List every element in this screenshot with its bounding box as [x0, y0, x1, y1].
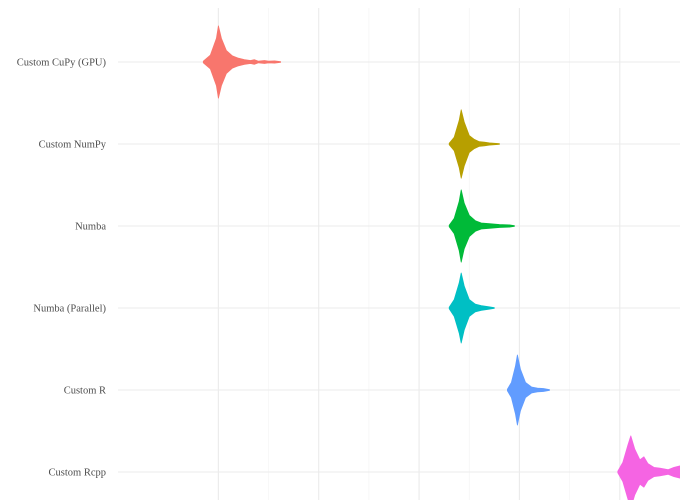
- violin-custom-rcpp: [617, 435, 680, 500]
- violin-numba: [448, 189, 515, 263]
- violin-custom-numpy: [448, 109, 500, 179]
- violin-custom-cupy-gpu: [202, 25, 281, 99]
- y-tick-label: Custom R: [64, 386, 106, 397]
- y-tick-label: Custom CuPy (GPU): [17, 58, 107, 69]
- y-tick-label: Numba (Parallel): [33, 304, 106, 315]
- violin-numba-parallel: [448, 272, 495, 344]
- grid: [118, 8, 680, 500]
- y-tick-label: Custom NumPy: [39, 140, 107, 151]
- violin-custom-r: [507, 354, 550, 426]
- y-axis-tick-labels: Custom CuPy (GPU) Custom NumPy Numba Numba …: [17, 58, 107, 479]
- y-tick-label: Custom Rcpp: [49, 468, 106, 479]
- violins: [202, 25, 680, 500]
- y-tick-label: Numba: [75, 222, 106, 233]
